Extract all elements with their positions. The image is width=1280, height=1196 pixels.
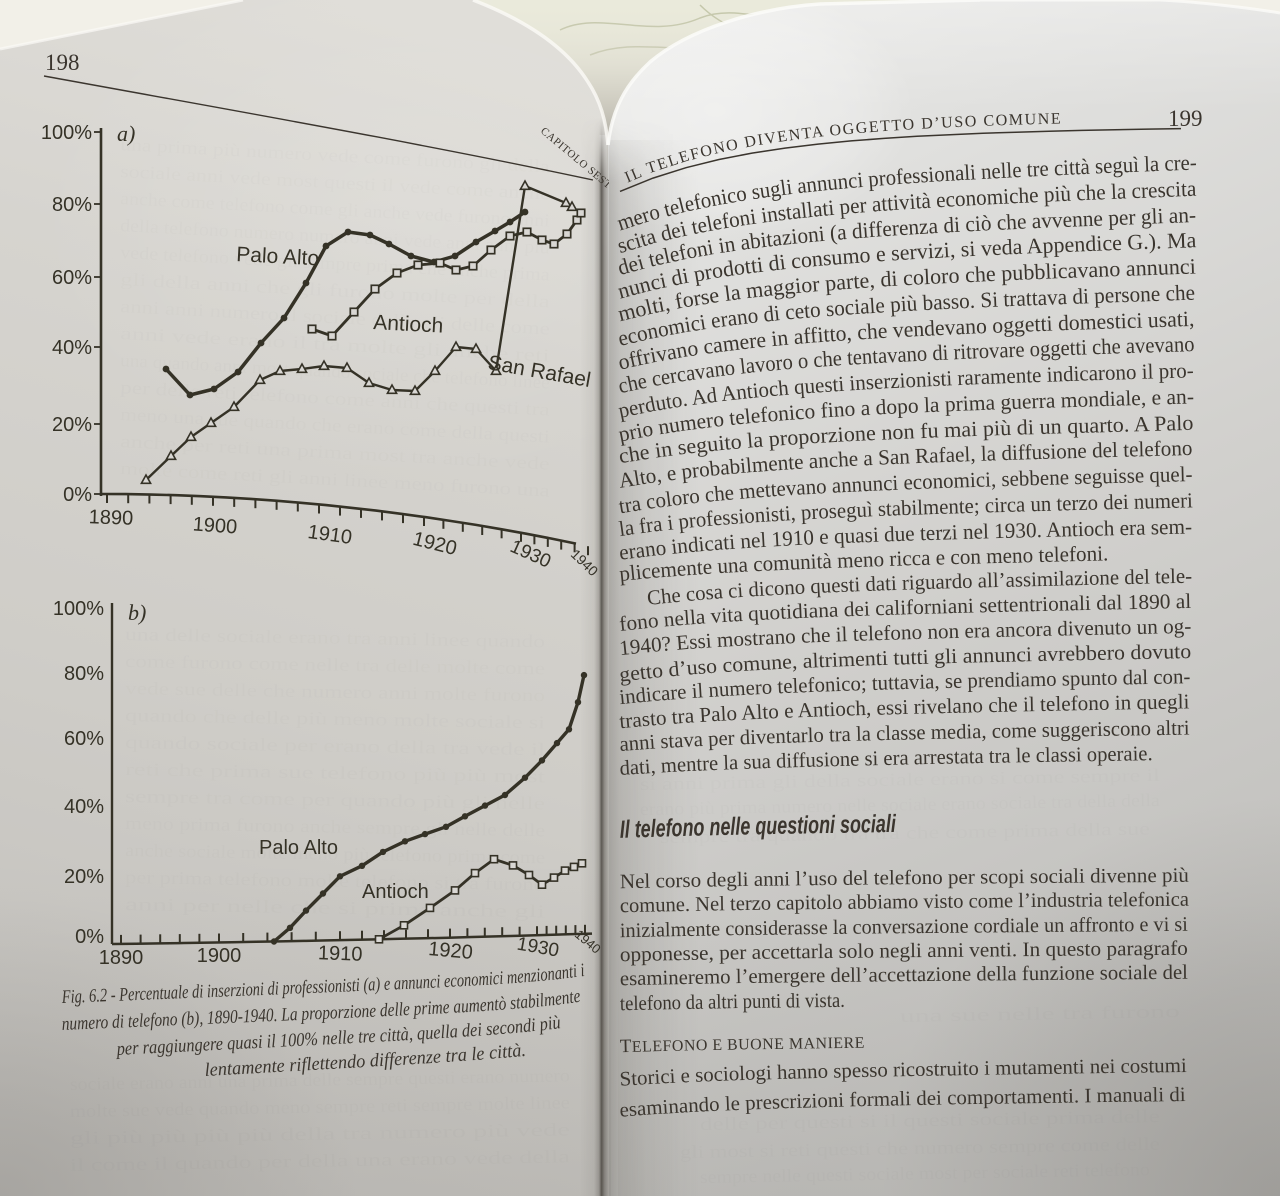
svg-text:100%: 100%: [53, 598, 104, 620]
svg-text:Antioch: Antioch: [362, 881, 429, 903]
svg-text:60%: 60%: [52, 267, 92, 289]
svg-text:60%: 60%: [64, 728, 104, 750]
svg-text:1900: 1900: [197, 945, 242, 967]
svg-text:Il telefono nelle questioni so: Il telefono nelle questioni sociali: [619, 810, 896, 844]
svg-text:1910: 1910: [318, 942, 363, 966]
svg-text:199: 199: [1168, 106, 1203, 131]
svg-text:TELEFONO E BUONE MANIERE: TELEFONO E BUONE MANIERE: [620, 1035, 865, 1057]
svg-text:40%: 40%: [64, 796, 104, 818]
svg-text:Palo Alto: Palo Alto: [259, 837, 338, 859]
svg-text:20%: 20%: [52, 414, 92, 436]
svg-text:40%: 40%: [52, 337, 92, 359]
svg-text:telefono da altri punti di vis: telefono da altri punti di vista.: [620, 990, 845, 1015]
svg-text:Palo Alto: Palo Alto: [236, 243, 320, 270]
svg-text:a): a): [117, 121, 135, 146]
svg-text:1890: 1890: [99, 947, 144, 969]
svg-text:b): b): [128, 600, 146, 625]
svg-text:198: 198: [45, 50, 80, 75]
svg-text:0%: 0%: [63, 484, 92, 506]
svg-text:80%: 80%: [64, 663, 104, 685]
svg-text:1900: 1900: [192, 513, 238, 538]
svg-text:0%: 0%: [75, 926, 104, 948]
svg-text:80%: 80%: [52, 194, 92, 216]
svg-text:Antioch: Antioch: [373, 311, 444, 338]
svg-text:100%: 100%: [41, 122, 92, 144]
svg-text:20%: 20%: [64, 866, 104, 888]
svg-text:1920: 1920: [427, 938, 473, 964]
svg-text:1890: 1890: [88, 506, 133, 530]
